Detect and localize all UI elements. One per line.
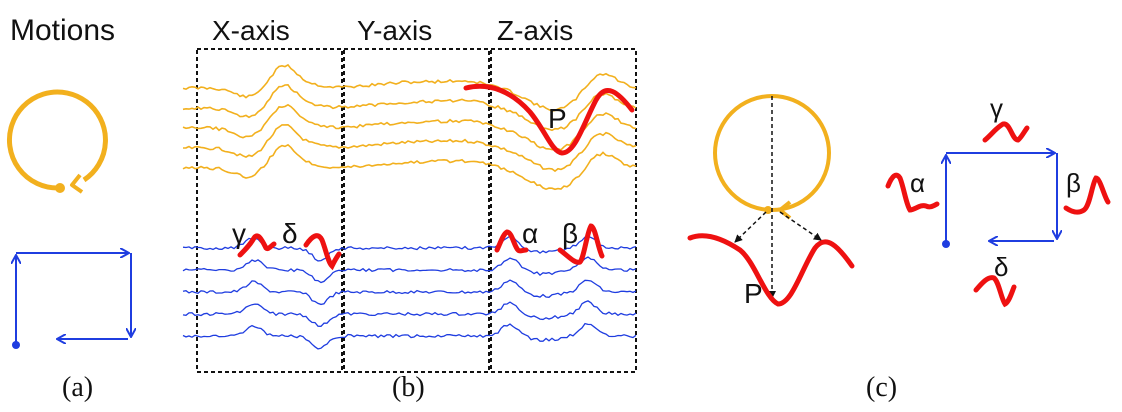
label-p: P <box>548 103 567 134</box>
segment-alpha-c <box>885 172 940 213</box>
segment-delta-c <box>973 275 1017 308</box>
y-axis-header: Y-axis <box>357 15 432 46</box>
circle-trace <box>182 103 637 151</box>
segment-p-highlight <box>463 83 635 156</box>
segment-delta-highlight <box>303 233 342 271</box>
label-c-alpha: α <box>910 168 925 198</box>
segment-alpha-highlight <box>494 229 529 254</box>
label-delta: δ <box>282 218 298 249</box>
panel-b-signals: P γ δ α β (b) <box>182 48 637 403</box>
square-start-dot <box>12 341 20 349</box>
label-c-delta: δ <box>994 252 1008 282</box>
square-c-start-dot <box>942 240 950 248</box>
panel-a-caption: (a) <box>62 372 93 403</box>
square-trace <box>182 256 637 284</box>
motions-header: Motions <box>10 14 115 47</box>
square-trace <box>182 322 637 350</box>
segment-gamma-c <box>982 121 1030 143</box>
square-motion-c <box>942 153 1057 248</box>
square-motion-path <box>12 253 131 349</box>
circle-trace <box>182 63 637 112</box>
circle-trace <box>182 83 637 132</box>
circle-start-dot <box>55 183 65 193</box>
label-alpha: α <box>522 218 538 249</box>
label-beta: β <box>562 218 578 249</box>
x-axis-header: X-axis <box>212 15 290 46</box>
segment-p-expanded <box>687 233 855 307</box>
circle-arrowhead <box>70 173 84 194</box>
label-gamma: γ <box>232 218 246 249</box>
panel-c-caption: (c) <box>866 372 897 403</box>
circle-motion-traces <box>182 63 637 191</box>
label-c-beta: β <box>1066 168 1081 198</box>
segment-beta-highlight <box>557 223 605 265</box>
circle-motion-path <box>6 89 108 191</box>
square-trace <box>182 300 637 327</box>
circle-trace <box>182 143 637 191</box>
segment-gamma-highlight <box>237 233 277 258</box>
x-axis-frame <box>196 48 343 373</box>
label-c-gamma: γ <box>990 93 1003 123</box>
square-motion-traces <box>182 235 637 350</box>
circle-c-arrowhead <box>778 200 792 220</box>
y-axis-frame <box>343 48 490 373</box>
square-trace <box>182 279 637 306</box>
panel-c-segments: P γ α β δ (c) <box>687 93 1111 403</box>
panel-b-caption: (b) <box>392 372 425 403</box>
label-c-p: P <box>744 278 763 309</box>
segment-beta-c <box>1063 175 1111 215</box>
guide-right <box>779 211 822 241</box>
z-axis-frame <box>490 48 637 373</box>
circle-trace <box>182 123 637 173</box>
guide-left <box>734 211 767 243</box>
panel-a-motions: (a) <box>6 89 131 403</box>
z-axis-header: Z-axis <box>497 15 573 46</box>
